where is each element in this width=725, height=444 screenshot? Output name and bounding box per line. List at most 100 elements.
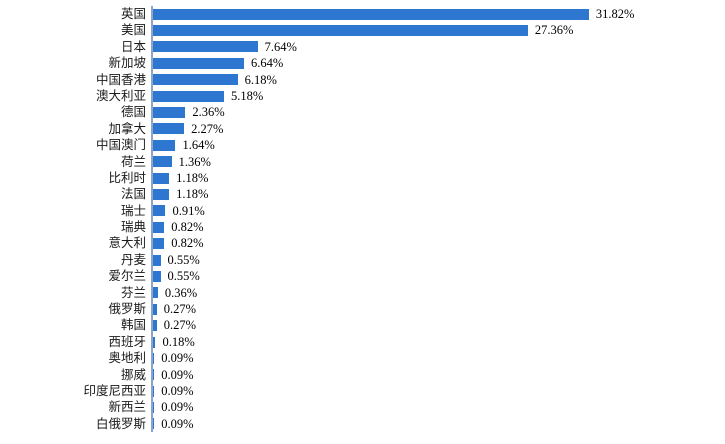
chart-row: 西班牙 0.18% (0, 333, 634, 351)
category-label: 奥地利 (108, 351, 146, 366)
value-label: 0.27% (163, 302, 196, 317)
bar-zone: 5.18% (151, 87, 634, 105)
chart-row: 日本 7.64% (0, 38, 634, 56)
value-label: 2.36% (192, 105, 225, 120)
bar (153, 238, 165, 250)
bar (153, 385, 155, 397)
bar (153, 8, 589, 20)
bar (153, 303, 157, 315)
category-label: 芬兰 (120, 285, 146, 300)
bar-zone: 1.64% (151, 137, 634, 154)
category-label: 荷兰 (120, 154, 146, 169)
bar (153, 352, 155, 364)
bar (153, 107, 186, 119)
category-label: 挪威 (120, 367, 146, 382)
value-label: 0.27% (163, 318, 196, 333)
bar-zone: 0.91% (151, 202, 634, 220)
category-label: 日本 (120, 39, 146, 54)
value-label: 0.91% (172, 203, 205, 218)
bar-zone: 1.36% (151, 153, 634, 170)
value-label: 0.18% (162, 334, 195, 349)
category-label: 西班牙 (108, 334, 146, 349)
bar (153, 221, 165, 233)
bar-zone: 0.27% (151, 301, 634, 318)
chart-row: 荷兰 1.36% (0, 153, 634, 170)
chart-row: 白俄罗斯 0.09% (0, 415, 634, 433)
category-label: 新西兰 (108, 400, 146, 415)
bar-zone: 6.18% (151, 71, 634, 88)
chart-row: 比利时 1.18% (0, 169, 634, 187)
bar (153, 254, 161, 266)
bar (153, 172, 170, 184)
bar-zone: 0.09% (151, 415, 634, 433)
value-label: 1.36% (178, 154, 211, 169)
chart-row: 瑞士 0.91% (0, 202, 634, 220)
category-label: 爱尔兰 (108, 269, 146, 284)
chart-row: 新西兰 0.09% (0, 399, 634, 416)
bar-zone: 0.36% (151, 284, 634, 302)
category-label: 加拿大 (108, 121, 146, 136)
category-label: 中国澳门 (95, 138, 146, 153)
category-label: 比利时 (108, 170, 146, 185)
chart-row: 澳大利亚 5.18% (0, 87, 634, 105)
category-label: 丹麦 (120, 252, 146, 267)
bar-zone: 31.82% (151, 6, 635, 23)
category-label: 澳大利亚 (95, 88, 146, 103)
bar-zone: 0.55% (151, 251, 634, 269)
category-label: 俄罗斯 (108, 302, 146, 317)
category-label: 瑞典 (120, 220, 146, 235)
category-label: 美国 (120, 23, 146, 38)
bar-zone: 2.36% (151, 104, 634, 121)
category-label: 意大利 (108, 236, 146, 251)
chart-row: 德国 2.36% (0, 104, 634, 121)
value-label: 7.64% (264, 39, 297, 54)
bar (153, 369, 155, 381)
chart-row: 俄罗斯 0.27% (0, 301, 634, 318)
bar (153, 123, 185, 135)
plot-area: 英国 31.82% 美国 27.36% 日本 7.64% 新加坡 6.64% 中… (0, 6, 635, 433)
chart-row: 芬兰 0.36% (0, 284, 634, 302)
bar (153, 57, 244, 69)
chart-row: 美国 27.36% (0, 22, 634, 39)
bar (153, 41, 258, 53)
value-label: 0.09% (161, 383, 194, 398)
category-label: 新加坡 (108, 56, 146, 71)
category-label: 法国 (120, 187, 146, 202)
bar-zone: 0.55% (151, 268, 634, 285)
chart-row: 中国澳门 1.64% (0, 137, 634, 154)
bar (153, 205, 166, 217)
bar (153, 402, 155, 414)
value-label: 0.36% (164, 285, 198, 300)
bar-zone: 27.36% (151, 22, 634, 39)
value-label: 0.09% (161, 351, 194, 366)
bar-zone: 1.18% (151, 169, 634, 187)
chart-row: 加拿大 2.27% (0, 120, 634, 138)
value-label: 31.82% (595, 7, 635, 21)
bar-zone: 0.27% (151, 317, 634, 334)
chart-row: 新加坡 6.64% (0, 55, 634, 72)
bar-zone: 1.18% (151, 186, 634, 203)
bar-zone: 7.64% (151, 38, 634, 56)
value-label: 1.18% (176, 187, 209, 202)
chart-row: 意大利 0.82% (0, 235, 634, 252)
chart-row: 英国 31.82% (0, 6, 635, 23)
value-label: 27.36% (534, 23, 574, 38)
chart-row: 印度尼西亚 0.09% (0, 382, 634, 400)
value-label: 5.18% (230, 88, 264, 103)
value-label: 2.27% (191, 121, 224, 136)
bar-zone: 0.18% (151, 333, 634, 351)
value-label: 0.55% (167, 269, 200, 284)
bar (153, 156, 172, 168)
value-label: 0.09% (161, 367, 194, 382)
value-label: 1.18% (176, 170, 209, 185)
chart-row: 中国香港 6.18% (0, 71, 634, 88)
value-label: 0.82% (171, 236, 204, 251)
chart-row: 法国 1.18% (0, 186, 634, 203)
bar (153, 270, 161, 282)
chart-row: 韩国 0.27% (0, 317, 634, 334)
category-label: 中国香港 (95, 72, 146, 87)
bar (153, 320, 157, 332)
bar-zone: 2.27% (151, 120, 634, 138)
bar-zone: 0.09% (151, 382, 634, 400)
